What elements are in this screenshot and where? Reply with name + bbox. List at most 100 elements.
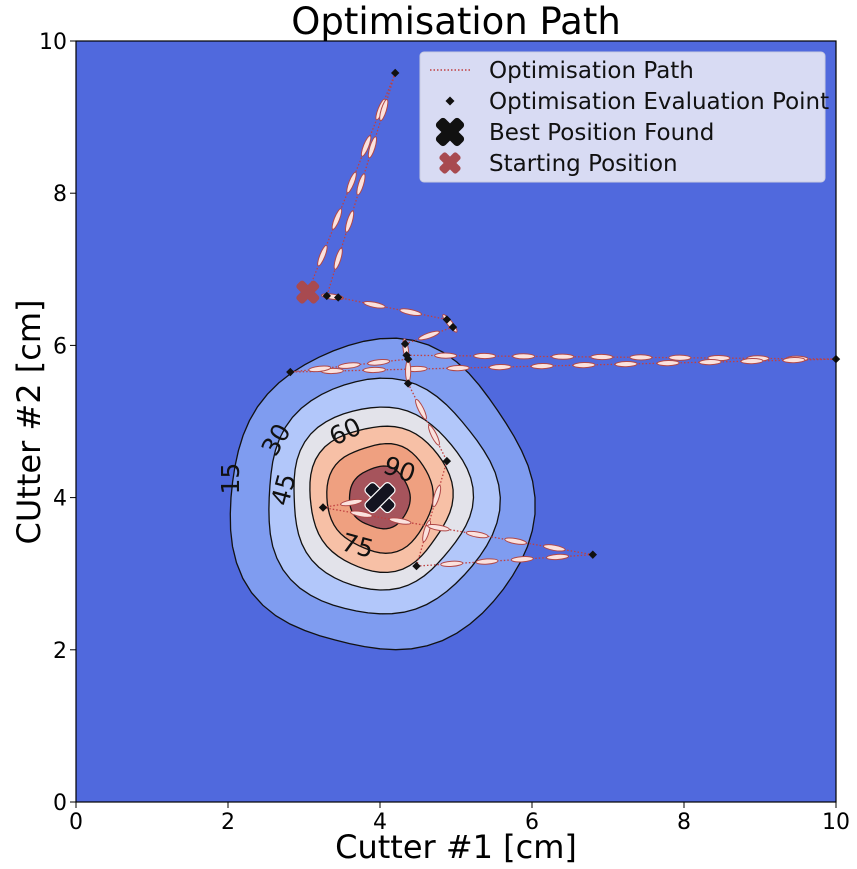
chart-title: Optimisation Path: [291, 0, 621, 43]
y-axis-label: CUtter #2 [cm]: [10, 300, 48, 545]
path-arrow: [427, 523, 450, 532]
path-arrow: [572, 362, 596, 369]
evaluation-point: [334, 293, 343, 302]
legend-evaluation-point: Optimisation Evaluation Point: [445, 89, 829, 115]
path-arrow: [530, 363, 554, 370]
legend-starting-position: Starting Position: [439, 151, 678, 177]
path-arrow: [345, 210, 355, 233]
path-arrow: [399, 308, 422, 317]
path-arrow: [346, 171, 357, 194]
best-position-marker: [364, 482, 396, 514]
x-tick-label: 8: [677, 810, 691, 835]
path-arrow: [379, 99, 389, 122]
legend: Optimisation Path Optimisation Evaluation…: [419, 51, 829, 183]
x-axis-ticks: 0 2 4 6 8 10: [69, 802, 850, 835]
path-arrow: [551, 353, 575, 360]
evaluation-point: [286, 367, 295, 377]
legend-x-swatch: [439, 152, 461, 174]
legend-box: [419, 51, 826, 183]
path-arrow: [698, 359, 722, 366]
path-arrow: [740, 357, 764, 365]
path-arrow: [360, 135, 372, 157]
path-arrow: [473, 352, 497, 360]
path-arrow: [405, 359, 412, 383]
path-arrow: [356, 173, 366, 196]
path-arrow: [656, 360, 680, 367]
evaluation-point: [403, 379, 413, 388]
starting-position-marker: [296, 280, 320, 304]
path-arrow: [629, 354, 653, 361]
path-arrow: [614, 361, 638, 368]
path-arrow: [488, 364, 512, 371]
x-axis-label: Cutter #1 [cm]: [335, 828, 577, 866]
legend-path: Optimisation Path: [430, 58, 694, 84]
path-arrow: [510, 556, 534, 563]
path-arrow: [590, 353, 614, 361]
legend-label: Optimisation Evaluation Point: [489, 89, 829, 115]
evaluation-point: [403, 354, 413, 364]
legend-best-position: Best Position Found: [435, 117, 714, 147]
path-arrow: [512, 353, 536, 360]
position-markers: [296, 280, 396, 514]
path-arrow: [434, 352, 458, 359]
path-arrow: [432, 485, 442, 508]
path-arrow: [504, 537, 528, 545]
y-tick-label: 2: [53, 639, 67, 664]
path-arrow: [337, 362, 361, 369]
evaluation-point: [442, 315, 452, 324]
path-arrow: [546, 553, 570, 561]
path-arrow: [418, 330, 440, 341]
evaluation-point: [318, 503, 328, 512]
path-segment: [407, 383, 448, 462]
path-arrow: [333, 247, 343, 270]
evaluation-point: [412, 561, 421, 571]
path-arrow: [340, 498, 363, 507]
x-tick-label: 6: [525, 810, 539, 835]
evaluation-point: [442, 456, 452, 466]
path-arrow: [428, 424, 440, 446]
y-tick-label: 0: [53, 791, 67, 816]
path-arrow: [367, 136, 377, 159]
path-arrow: [465, 530, 489, 539]
path-segment: [415, 460, 448, 567]
x-tick-label: 4: [373, 810, 387, 835]
optimisation-path: [290, 72, 836, 567]
path-segment: [338, 296, 448, 321]
contour-label-15: 15: [216, 463, 245, 495]
evaluation-point: [391, 68, 400, 78]
plot-frame: [75, 40, 837, 803]
x-tick-label: 2: [221, 810, 235, 835]
y-axis-ticks: 0 2 4 6 8 10: [39, 30, 76, 816]
x-tick-label: 10: [822, 810, 850, 835]
evaluation-point: [322, 291, 331, 301]
legend-label: Optimisation Path: [489, 58, 694, 84]
path-arrow: [440, 560, 464, 567]
path-arrow: [388, 517, 412, 525]
path-arrow: [475, 558, 499, 565]
evaluation-point: [448, 322, 458, 332]
path-arrow: [317, 244, 328, 267]
path-arrow: [363, 300, 386, 309]
path-arrow: [308, 365, 332, 373]
legend-diamond-swatch: [445, 96, 455, 106]
path-arrow: [446, 365, 470, 372]
path-arrow: [415, 398, 427, 420]
legend-label: Best Position Found: [489, 120, 714, 146]
path-arrow: [367, 358, 391, 366]
path-arrow: [362, 366, 386, 374]
path-arrow: [331, 208, 343, 230]
y-tick-label: 10: [39, 30, 67, 55]
path-arrow: [782, 356, 806, 364]
path-arrow: [350, 510, 373, 518]
evaluation-point: [400, 339, 410, 349]
path-arrow: [668, 354, 692, 361]
y-tick-label: 8: [53, 182, 67, 207]
legend-label: Starting Position: [489, 151, 678, 177]
evaluation-point: [588, 550, 597, 559]
legend-x-swatch: [435, 117, 465, 147]
path-arrow: [543, 544, 566, 552]
y-tick-label: 4: [53, 487, 67, 512]
y-tick-label: 6: [53, 334, 67, 359]
evaluation-points: [286, 68, 841, 571]
